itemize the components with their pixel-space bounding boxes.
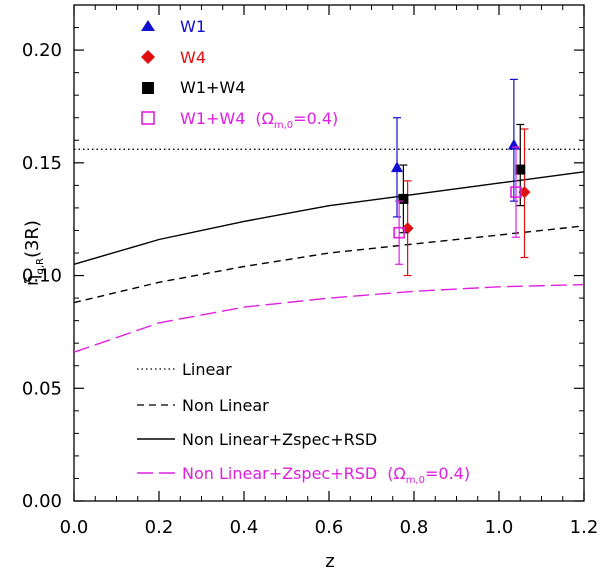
legend-nonlinear-label: Non Linear xyxy=(182,396,269,415)
x-tick-label: 1.2 xyxy=(570,517,599,538)
legend-w1w4-omega-sub: m,0 xyxy=(274,120,293,131)
x-tick-label: 0.8 xyxy=(400,517,429,538)
point-marker xyxy=(393,226,405,239)
x-axis-label: z xyxy=(325,551,334,571)
legend-w1w4-omega-name: W1+W4 xyxy=(180,109,245,128)
model-line-3 xyxy=(73,283,585,353)
legend-w4-label: W4 xyxy=(180,48,206,67)
legend-w1w4-omega-tail: =0.4) xyxy=(293,109,338,128)
point-marker xyxy=(391,161,403,173)
x-tick-label: 0.6 xyxy=(315,517,344,538)
legend-w1w4-marker xyxy=(142,82,154,94)
legend-nonlinear-zspec-omega-sub: m,0 xyxy=(406,475,425,486)
legend-nonlinear-zspec-omega-open: (Ω xyxy=(387,464,405,483)
y-axis-label-base: η̃ xyxy=(22,275,43,286)
data-points xyxy=(391,78,531,277)
legend-w1w4-omega-marker xyxy=(141,111,155,125)
y-tick-label: 0.00 xyxy=(22,491,62,512)
model-lines xyxy=(73,148,585,353)
plot-frame xyxy=(73,4,585,502)
x-tick-label: 0.2 xyxy=(145,517,174,538)
legend-w4-marker xyxy=(141,50,155,64)
x-tick-label: 1.0 xyxy=(485,517,514,538)
y-tick-label: 0.20 xyxy=(22,40,62,61)
y-tick-label: 0.15 xyxy=(22,153,62,174)
y-axis-label-suffix: (3R) xyxy=(22,220,43,258)
legend-w1-label: W1 xyxy=(180,17,206,36)
y-tick-label: 0.10 xyxy=(22,266,62,287)
legend-nonlinear-zspec-label: Non Linear+Zspec+RSD xyxy=(182,430,377,449)
x-tick-label: 0.0 xyxy=(60,517,89,538)
y-axis-label-sub: g,R xyxy=(35,258,46,275)
legend-nonlinear-zspec-omega-name: Non Linear+Zspec+RSD xyxy=(182,464,377,483)
legend-w1w4-label: W1+W4 xyxy=(180,78,245,97)
y-tick-label: 0.05 xyxy=(22,378,62,399)
model-line-2 xyxy=(73,171,585,265)
point-marker xyxy=(398,193,409,204)
legend-lines: Linear Non Linear Non Linear+Zspec+RSD N… xyxy=(137,360,470,486)
y-axis-label: η̃g,R(3R) xyxy=(22,220,46,286)
legend-w1-marker xyxy=(141,20,155,31)
axis-ticks: 0.0 0.2 0.4 0.6 0.8 1.0 1.2 0.00 0.05 0.10 0.15 0.2… xyxy=(22,4,599,538)
legend-w1w4-omega-open: (Ω xyxy=(255,109,273,128)
x-tick-label: 0.4 xyxy=(230,517,259,538)
point-marker xyxy=(510,186,522,198)
point-marker xyxy=(515,164,526,175)
model-line-1 xyxy=(73,225,585,304)
legend-points: W1 W4 W1+W4 W1+W4 (Ωm,0=0.4) xyxy=(141,17,338,131)
point-marker xyxy=(507,138,520,150)
legend-w1w4-omega-label: W1+W4 (Ωm,0=0.4) xyxy=(180,109,338,131)
legend-linear-label: Linear xyxy=(182,360,232,379)
legend-nonlinear-zspec-omega-label: Non Linear+Zspec+RSD (Ωm,0=0.4) xyxy=(182,464,470,486)
legend-nonlinear-zspec-omega-tail: =0.4) xyxy=(425,464,470,483)
